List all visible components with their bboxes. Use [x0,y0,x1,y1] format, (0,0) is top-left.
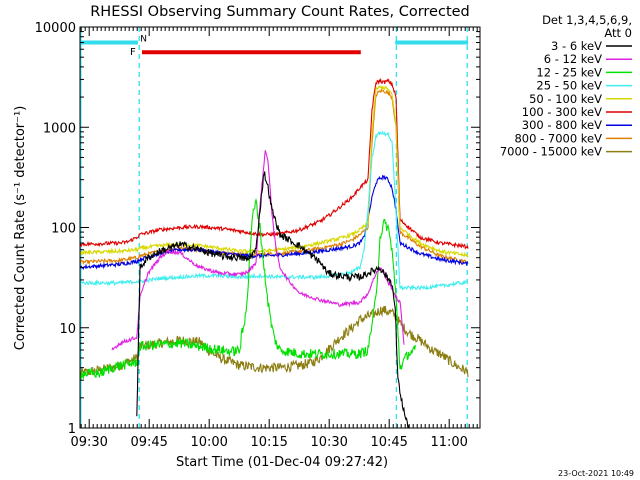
x-tick-label: 09:45 [130,435,167,450]
flag-f-label: F [130,47,136,58]
plot-frame [79,26,481,429]
series-line-1 [136,171,410,429]
y-tick-label: 100 [51,222,76,237]
x-tick-label: 11:00 [430,435,467,450]
x-tick-label: 10:30 [310,435,347,450]
series-line-4 [79,130,469,292]
legend-entry-label: 12 - 25 keV [536,65,602,79]
legend-entry-label: 25 - 50 keV [536,79,602,93]
flag-n-label: N [140,35,147,45]
series-line-5 [79,85,469,258]
plot-area: NF 1 10 100 1000 10000 09:30 09:45 10:00 10:15 10:… [35,21,481,450]
series-line-8 [79,88,469,266]
y-axis-label: Corrected Count Rate (s⁻¹ detector⁻¹) [13,106,28,351]
legend-entry-label: 6 - 12 keV [544,52,602,66]
y-tick-label: 1000 [43,121,76,136]
legend-header-line: Att 0 [604,26,632,40]
series-line-7 [79,174,469,271]
chart-title: RHESSI Observing Summary Count Rates, Co… [90,4,470,20]
y-tick-label: 10000 [35,21,76,36]
series-line-6 [79,77,469,250]
legend-entry-label: 7000 - 15000 keV [500,145,602,159]
legend-entry-label: 800 - 7000 keV [514,131,602,145]
legend-entry-label: 100 - 300 keV [522,105,602,119]
legend-header-line: Det 1,3,4,5,6,9, [542,13,632,27]
legend-entry-label: 300 - 800 keV [522,118,602,132]
timestamp: 23-Oct-2021 10:49 [558,469,634,478]
x-tick-label: 10:45 [370,435,407,450]
x-tick-label: 10:15 [250,435,287,450]
legend-entry-label: 50 - 100 keV [529,92,602,106]
series-line-3 [79,197,417,380]
y-tick-label: 10 [59,322,76,337]
x-tick-label: 09:30 [70,435,107,450]
x-tick-label: 10:00 [190,435,227,450]
legend-entry-label: 3 - 6 keV [551,39,602,53]
y-tick-label: 1 [68,422,76,437]
x-axis-label: Start Time (01-Dec-04 09:27:42) [176,455,388,470]
